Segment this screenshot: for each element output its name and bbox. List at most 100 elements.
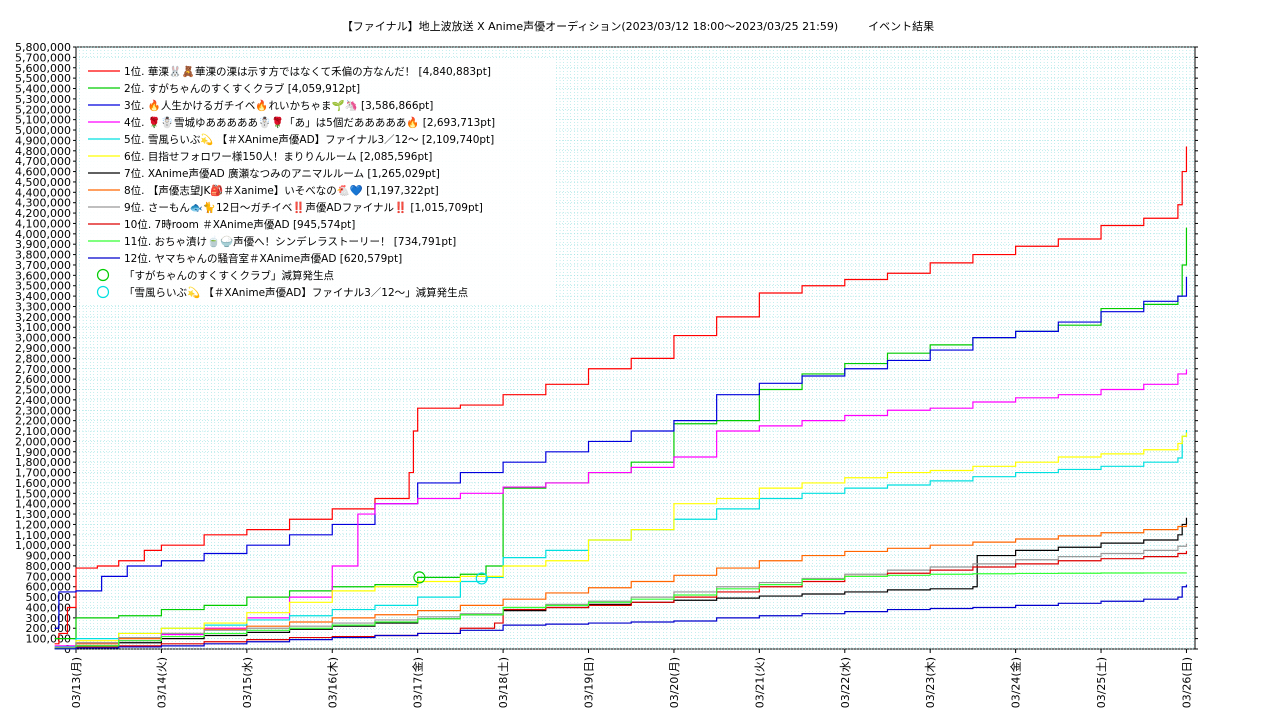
y-tick-label: 4,600,000 [15, 166, 71, 179]
legend-entry: 9位. さーもん🐟🐈12日〜ガチイベ‼️声優ADファイナル‼️ [1,015,7… [124, 201, 483, 214]
y-tick-label: 4,700,000 [15, 155, 71, 168]
legend-entry: 1位. 華溧🐰🧸華溧の溧は示す方ではなくて禾偏の方なんだ！ [4,840,883… [124, 65, 491, 78]
legend-entry: 5位. 雪風らいぶ💫 【＃XAnime声優AD】ファイナル3／12～ [2,10… [124, 133, 494, 146]
y-tick-label: 3,900,000 [15, 238, 71, 251]
series-line-9 [54, 543, 1188, 649]
y-tick-label: 5,100,000 [15, 114, 71, 127]
y-tick-label: 4,800,000 [15, 145, 71, 158]
legend-entry: 4位. 🌹☃️雪城ゆあああああ☃️🌹「あ」は5個だあああああ🔥 [2,693,7… [124, 116, 495, 129]
y-tick-label: 0 [64, 643, 71, 656]
marker-points [413, 571, 488, 585]
y-tick-label: 5,300,000 [15, 93, 71, 106]
y-tick-label: 1,800,000 [15, 456, 71, 469]
y-tick-label: 600,000 [26, 581, 72, 594]
y-tick-label: 300,000 [26, 612, 72, 625]
x-tick-label: 03/25(土) [1095, 657, 1108, 708]
y-tick-label: 2,100,000 [15, 425, 71, 438]
series-line-3 [54, 276, 1188, 629]
y-tick-label: 1,900,000 [15, 446, 71, 459]
y-tick-label: 5,000,000 [15, 124, 71, 137]
y-tick-label: 5,200,000 [15, 103, 71, 116]
legend: 1位. 華溧🐰🧸華溧の溧は示す方ではなくて禾偏の方なんだ！ [4,840,883… [80, 58, 556, 304]
y-tick-label: 1,700,000 [15, 467, 71, 480]
y-tick-label: 2,700,000 [15, 363, 71, 376]
y-tick-label: 1,000,000 [15, 539, 71, 552]
marker-point-1 [413, 571, 426, 584]
legend-entry: 8位. 【声優志望JK🎒＃Xanime】いそべなの🐔💙 [1,197,322pt… [124, 184, 439, 197]
legend-entry: 2位. すがちゃんのすくすくクラブ [4,059,912pt] [124, 82, 360, 95]
series-lines [54, 146, 1188, 650]
y-tick-label: 1,100,000 [15, 529, 71, 542]
legend-entry: 10位. 7時room ＃XAnime声優AD [945,574pt] [124, 218, 355, 231]
y-tick-label: 3,100,000 [15, 321, 71, 334]
y-tick-label: 1,200,000 [15, 518, 71, 531]
y-tick-label: 5,400,000 [15, 83, 71, 96]
legend-entry: 「すがちゃんのすくすくクラブ」減算発生点 [124, 269, 334, 282]
x-tick-label: 03/23(木) [924, 657, 937, 708]
x-tick-label: 03/14(火) [155, 657, 168, 708]
x-tick-label: 03/17(金) [411, 657, 425, 708]
x-tick-label: 03/20(月) [668, 657, 681, 708]
legend-marker [96, 268, 110, 282]
x-tick-label: 03/21(火) [753, 657, 766, 708]
y-tick-label: 4,400,000 [15, 186, 71, 199]
y-tick-label: 400,000 [26, 601, 72, 614]
chart-title: 【ファイナル】地上波放送 X Anime声優オーディション(2023/03/12… [342, 19, 934, 33]
y-tick-label: 5,700,000 [15, 51, 71, 64]
legend-marker [96, 285, 110, 299]
y-tick-label: 3,200,000 [15, 311, 71, 324]
y-tick-label: 3,400,000 [15, 290, 71, 303]
y-tick-label: 2,600,000 [15, 373, 71, 386]
y-tick-label: 2,400,000 [15, 394, 71, 407]
y-tick-label: 100,000 [26, 633, 72, 646]
marker-point-2 [475, 572, 488, 585]
y-tick-label: 1,400,000 [15, 498, 71, 511]
y-tick-label: 5,600,000 [15, 62, 71, 75]
y-tick-label: 3,600,000 [15, 269, 71, 282]
y-tick-label: 3,000,000 [15, 332, 71, 345]
y-tick-label: 800,000 [26, 560, 72, 573]
legend-box [80, 58, 556, 304]
y-tick-label: 5,500,000 [15, 72, 71, 85]
y-tick-label: 2,200,000 [15, 415, 71, 428]
y-tick-label: 4,100,000 [15, 217, 71, 230]
y-tick-label: 2,300,000 [15, 404, 71, 417]
y-tick-label: 3,300,000 [15, 300, 71, 313]
y-tick-label: 4,300,000 [15, 197, 71, 210]
series-line-12 [54, 584, 1188, 650]
x-tick-label: 03/18(土) [497, 657, 510, 708]
legend-entry: 3位. 🔥人生かけるガチイベ🔥れいかちゃま🌱🦄 [3,586,866pt] [124, 99, 433, 112]
series-line-11 [54, 572, 1188, 650]
x-tick-label: 03/22(水) [839, 657, 852, 708]
y-tick-label: 500,000 [26, 591, 72, 604]
x-tick-label: 03/13(月) [70, 657, 83, 708]
legend-entry: 「雪風らいぶ💫 【＃XAnime声優AD】ファイナル3／12〜」減算発生点 [124, 286, 468, 299]
y-tick-label: 1,600,000 [15, 477, 71, 490]
y-tick-label: 3,700,000 [15, 259, 71, 272]
x-tick-label: 03/26(日) [1180, 657, 1193, 708]
series-line-1 [54, 146, 1188, 645]
y-tick-label: 2,900,000 [15, 342, 71, 355]
legend-entry: 11位. おちゃ漬け🍵🍚声優へ！シンデレラストーリー！ [734,791pt] [124, 235, 456, 248]
x-tick-label: 03/19(日) [583, 657, 596, 708]
y-tick-label: 5,800,000 [15, 41, 71, 54]
y-tick-label: 2,500,000 [15, 384, 71, 397]
y-tick-label: 700,000 [26, 570, 72, 583]
y-tick-label: 200,000 [26, 622, 72, 635]
y-tick-label: 4,900,000 [15, 134, 71, 147]
y-tick-label: 1,300,000 [15, 508, 71, 521]
x-tick-label: 03/16(木) [326, 657, 339, 708]
y-tick-label: 4,200,000 [15, 207, 71, 220]
y-tick-label: 4,000,000 [15, 228, 71, 241]
y-tick-label: 1,500,000 [15, 487, 71, 500]
y-tick-label: 2,000,000 [15, 435, 71, 448]
y-tick-label: 4,500,000 [15, 176, 71, 189]
x-tick-label: 03/15(水) [241, 657, 254, 708]
legend-entry: 7位. XAnime声優AD 廣瀬なつみのアニマルルーム [1,265,029p… [124, 167, 440, 180]
y-tick-label: 3,800,000 [15, 249, 71, 262]
x-axis: 03/13(月) 03/14(火) 03/15(水) 03/16(木) 03/17(金)… [70, 649, 1193, 708]
y-tick-label: 900,000 [26, 550, 72, 563]
series-line-10 [54, 550, 1188, 650]
legend-entry: 6位. 目指せフォロワー様150人！まりりんルーム [2,085,596pt] [124, 150, 432, 163]
